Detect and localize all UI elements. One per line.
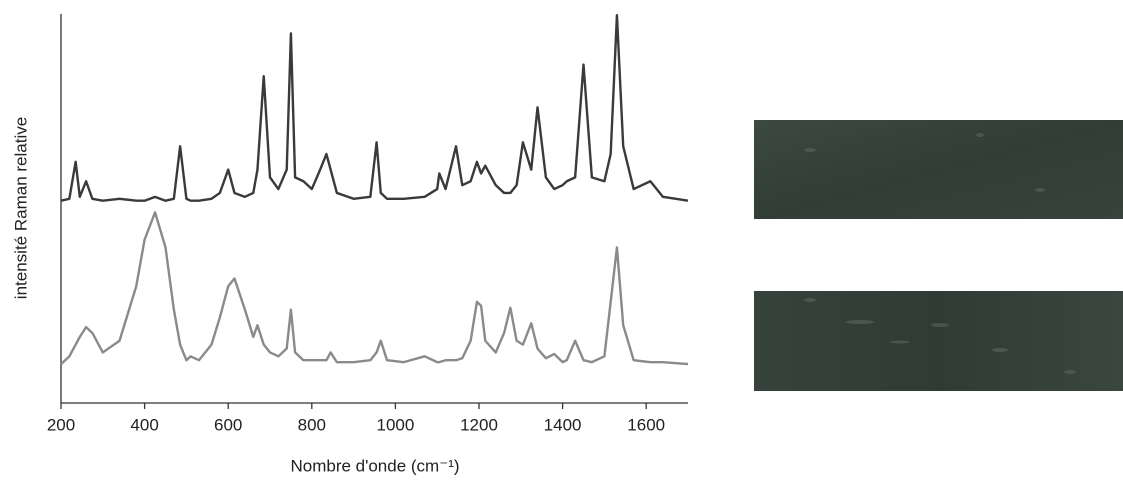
sample-image-2 <box>754 291 1123 391</box>
x-tick-label: 1600 <box>627 415 665 434</box>
x-tick-label: 1000 <box>376 415 414 434</box>
x-tick-label: 1400 <box>544 415 582 434</box>
x-tick-label: 200 <box>47 415 75 434</box>
x-tick-label: 800 <box>298 415 326 434</box>
spectrum-line <box>60 211 689 366</box>
x-tick-label: 400 <box>130 415 158 434</box>
sample-image-1 <box>754 120 1123 219</box>
x-axis-label: Nombre d'onde (cm⁻¹) <box>290 456 459 475</box>
spectrum-line <box>60 13 689 202</box>
x-tick-label: 1200 <box>460 415 498 434</box>
x-tick-label: 600 <box>214 415 242 434</box>
sample-texture <box>804 133 1076 374</box>
y-axis-label: intensité Raman relative <box>11 117 30 299</box>
